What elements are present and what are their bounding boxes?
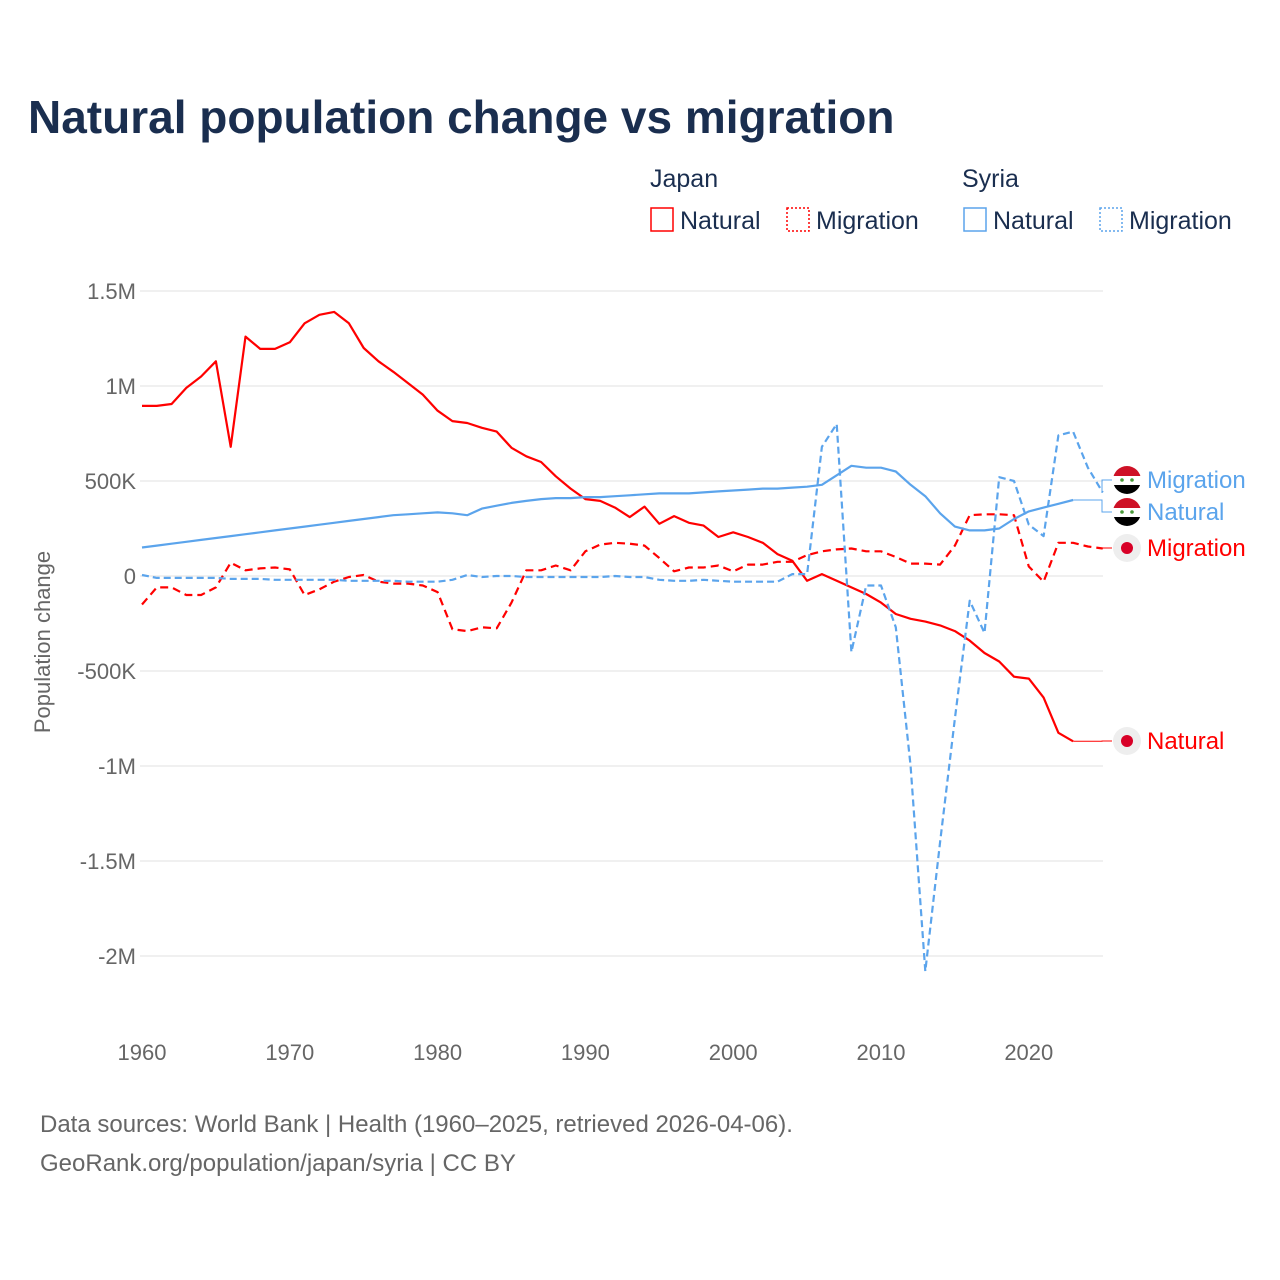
chart-title: Natural population change vs migration <box>28 91 894 143</box>
legend-item-japan-migration[interactable]: Migration <box>816 207 919 235</box>
y-tick-label: 0 <box>124 564 136 589</box>
series-line-syria-migration <box>141 422 1104 973</box>
flag-syria-icon <box>1113 498 1141 526</box>
label-connector <box>1073 499 1112 513</box>
y-axis: 1.5M 1M 500K 0 -500K -1M -1.5M -2M <box>77 279 136 969</box>
flag-star <box>1120 510 1124 514</box>
flag-sun <box>1121 542 1133 554</box>
flag-star <box>1130 478 1134 482</box>
legend: Japan Natural Migration Syria Natural Mi… <box>650 165 1232 235</box>
flag-black-stripe <box>1113 517 1141 526</box>
x-tick-label: 2000 <box>709 1040 758 1065</box>
end-label-syria-migration: Migration <box>1147 467 1246 494</box>
flag-star <box>1120 478 1124 482</box>
series-lines <box>141 310 1104 973</box>
y-tick-label: -1.5M <box>80 849 136 874</box>
flag-white-stripe <box>1113 476 1141 485</box>
end-labels: Migration Natural Migration Natural <box>1073 466 1246 755</box>
legend-group-japan: Japan <box>650 165 718 193</box>
y-tick-label: 500K <box>85 469 137 494</box>
legend-swatch-syria-migration[interactable] <box>1099 207 1123 232</box>
end-label-syria-natural: Natural <box>1147 499 1224 526</box>
y-tick-label: 1.5M <box>87 279 136 304</box>
x-tick-label: 1960 <box>118 1040 167 1065</box>
source-line-1: Data sources: World Bank | Health (1960–… <box>40 1111 793 1138</box>
flag-japan-icon <box>1113 727 1141 755</box>
series-line-japan-natural <box>142 310 1074 743</box>
label-connector <box>1101 479 1112 493</box>
end-label-japan-natural: Natural <box>1147 728 1224 755</box>
flag-black-stripe <box>1113 485 1141 494</box>
syria-flag-stripes <box>1113 466 1141 494</box>
legend-group-syria: Syria <box>962 165 1019 193</box>
x-tick-label: 2020 <box>1004 1040 1053 1065</box>
flag-sun <box>1121 735 1133 747</box>
x-tick-label: 1990 <box>561 1040 610 1065</box>
flag-red-stripe <box>1113 498 1141 508</box>
flag-star <box>1130 510 1134 514</box>
legend-item-japan-natural[interactable]: Natural <box>680 207 761 235</box>
series-line-japan-migration <box>141 513 1103 633</box>
y-axis-label: Population change <box>30 551 55 733</box>
source-line-2[interactable]: GeoRank.org/population/japan/syria | CC … <box>40 1150 516 1177</box>
legend-item-syria-migration[interactable]: Migration <box>1129 207 1232 235</box>
y-tick-label: -1M <box>98 754 136 779</box>
x-axis: 1960 1970 1980 1990 2000 2010 2020 <box>118 1040 1054 1065</box>
legend-item-syria-natural[interactable]: Natural <box>993 207 1074 235</box>
end-label-japan-migration: Migration <box>1147 535 1246 562</box>
legend-swatch-japan-migration[interactable] <box>786 207 810 232</box>
legend-swatch-syria-natural[interactable] <box>963 207 987 232</box>
x-tick-label: 2010 <box>857 1040 906 1065</box>
y-tick-label: -500K <box>77 659 136 684</box>
flag-japan-icon <box>1113 534 1141 562</box>
y-tick-label: 1M <box>105 374 136 399</box>
flag-syria-icon <box>1113 466 1141 494</box>
gridlines <box>140 290 1103 957</box>
x-tick-label: 1980 <box>413 1040 462 1065</box>
x-tick-label: 1970 <box>265 1040 314 1065</box>
y-tick-label: -2M <box>98 944 136 969</box>
syria-flag-stripes <box>1113 498 1141 526</box>
flag-white-stripe <box>1113 508 1141 517</box>
flag-red-stripe <box>1113 466 1141 476</box>
series-line-syria-natural <box>141 464 1074 549</box>
legend-swatch-japan-natural[interactable] <box>650 207 674 232</box>
